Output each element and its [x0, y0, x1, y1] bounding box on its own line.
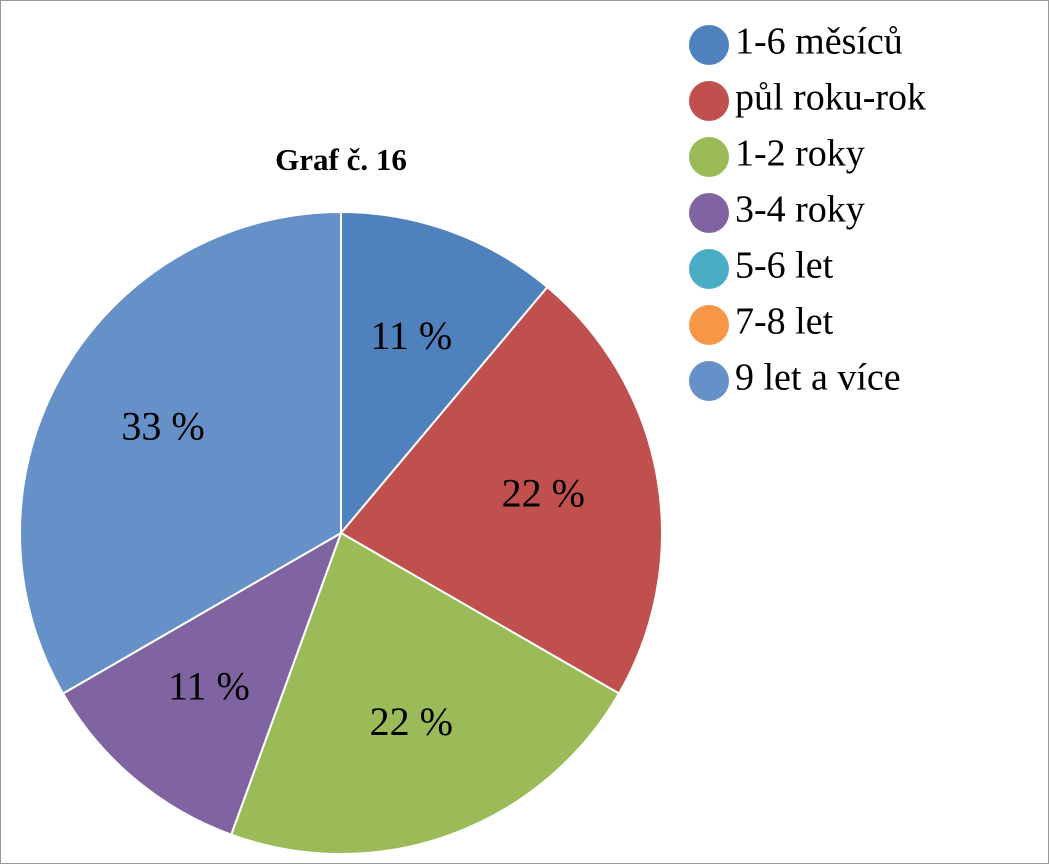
legend-swatch [689, 305, 729, 345]
data-label: 22 % [370, 699, 453, 744]
legend-swatch [689, 361, 729, 401]
legend-swatch [689, 137, 729, 177]
legend-label: 5-6 let [735, 245, 834, 287]
pie-slice [339, 285, 663, 695]
legend-label: 1-6 měsíců [735, 21, 903, 63]
legend-swatch [689, 249, 729, 289]
pie-slice [340, 210, 549, 536]
legend-swatch [689, 193, 729, 233]
data-label: 11 % [370, 313, 452, 358]
legend-label: 1-2 roky [735, 133, 865, 175]
data-label: 11 % [168, 664, 250, 709]
chart-title: Graf č. 16 [275, 142, 407, 177]
legend-label: 7-8 let [735, 301, 834, 343]
legend-label: půl roku-rok [735, 77, 926, 119]
legend-label: 3-4 roky [735, 189, 865, 231]
legend-swatch [689, 81, 729, 121]
legend-swatch [689, 25, 729, 65]
pie-slice [61, 530, 343, 836]
legend-label: 9 let a více [735, 357, 901, 399]
pie-slice [19, 210, 342, 695]
pie-slice [229, 531, 621, 855]
data-label: 22 % [502, 470, 585, 515]
data-label: 33 % [121, 403, 204, 448]
